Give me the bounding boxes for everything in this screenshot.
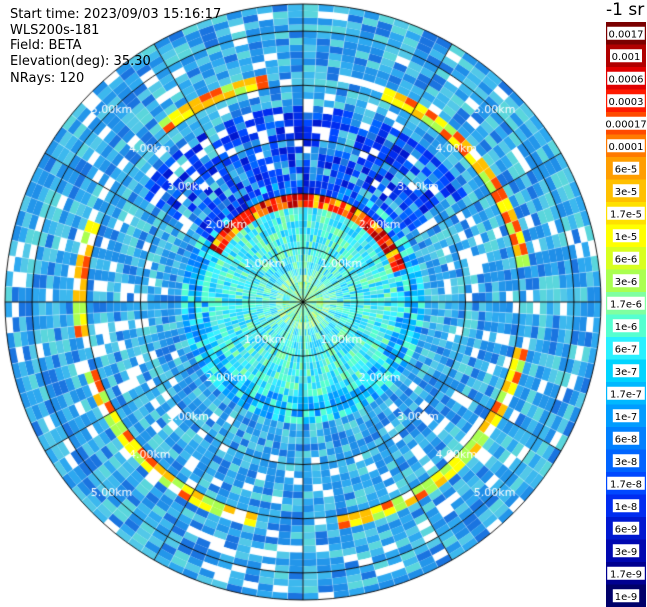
colorbar-tick-label: 0.0001 xyxy=(609,142,644,153)
colorbar-tick-label: 1.7e-8 xyxy=(610,479,642,490)
colorbar-tick-label: 0.0017 xyxy=(609,29,644,40)
start-time-label: Start time: 2023/09/03 15:16:17 xyxy=(10,7,221,22)
colorbar: 0.0017 0.001 0.0006 0.0003 0.00017 0.0001 6e-5… xyxy=(606,22,646,607)
colorbar-tick-label: 1e-7 xyxy=(615,412,638,423)
field-label: Field: BETA xyxy=(10,38,81,53)
colorbar-tick-label: 3e-9 xyxy=(615,547,638,558)
colorbar-tick-label: 6e-9 xyxy=(615,524,638,535)
colorbar-tick-label: 6e-6 xyxy=(615,254,638,265)
nrays-label: NRays: 120 xyxy=(10,71,84,86)
instrument-label: WLS200s-181 xyxy=(10,23,99,38)
colorbar-tick-label: 0.00017 xyxy=(606,119,646,130)
polar-ppi-plot xyxy=(0,0,606,607)
colorbar-tick-label: 1e-6 xyxy=(615,322,638,333)
colorbar-tick-label: 1.7e-6 xyxy=(610,299,642,310)
colorbar-tick-label: 0.0006 xyxy=(609,74,644,85)
colorbar-tick-label: 3e-8 xyxy=(615,457,638,468)
colorbar-tick-label: 0.0003 xyxy=(609,97,644,108)
colorbar-tick-label: 1e-8 xyxy=(615,502,638,513)
colorbar-tick-label: 0.001 xyxy=(612,52,641,63)
elevation-label: Elevation(deg): 35.30 xyxy=(10,54,151,69)
colorbar-tick-label: 6e-8 xyxy=(615,434,638,445)
colorbar-tick-label: 3e-5 xyxy=(615,187,638,198)
colorbar-tick-label: 3e-6 xyxy=(615,277,638,288)
colorbar-tick-label: 1.7e-5 xyxy=(610,209,642,220)
colorbar-tick-label: 3e-7 xyxy=(615,367,638,378)
colorbar-tick-label: 1.7e-7 xyxy=(610,389,642,400)
colorbar-title: -1 sr xyxy=(606,0,644,20)
colorbar-tick-label: 6e-5 xyxy=(615,164,638,175)
colorbar-tick-label: 1e-9 xyxy=(615,592,638,603)
colorbar-tick-label: 6e-7 xyxy=(615,344,638,355)
colorbar-tick-label: 1e-5 xyxy=(615,232,638,243)
colorbar-tick-label: 1.7e-9 xyxy=(610,569,642,580)
